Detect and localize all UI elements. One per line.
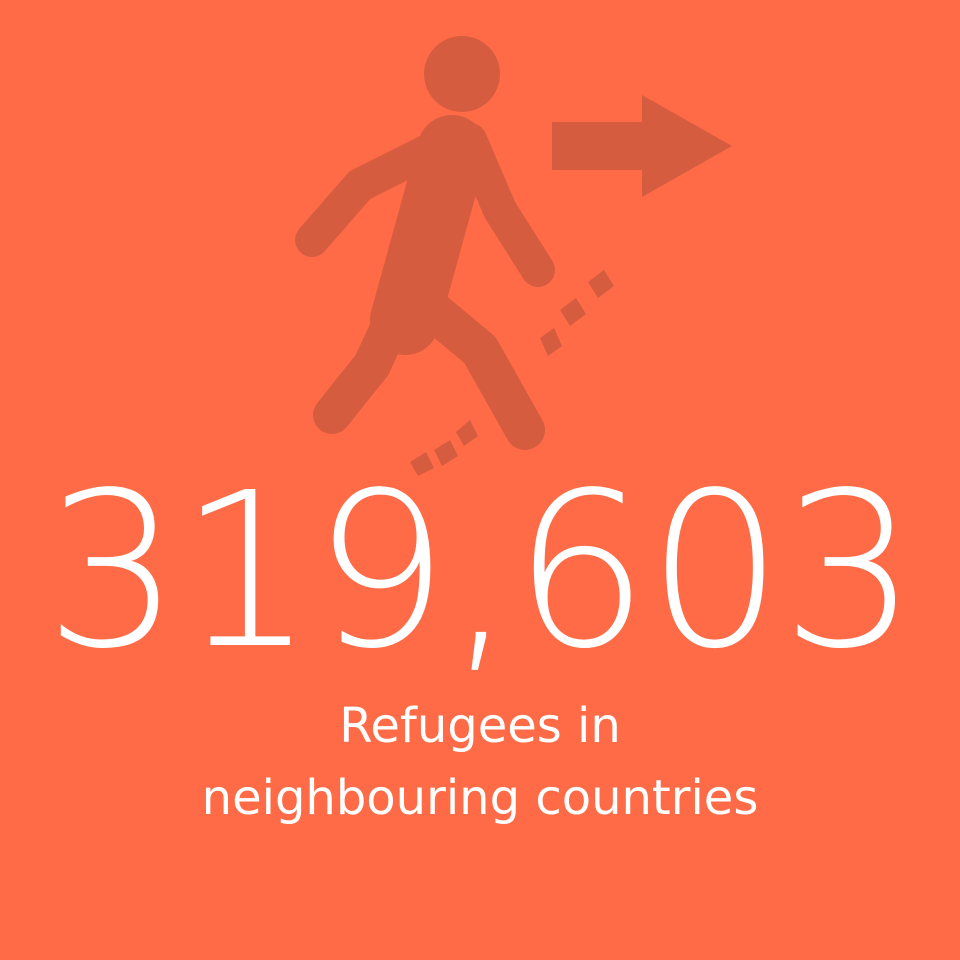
person-front-arm-icon <box>453 123 555 287</box>
person-back-arm-icon <box>295 133 447 257</box>
person-head-icon <box>424 36 500 112</box>
walking-person-leaving-icon <box>295 36 732 476</box>
dashed-trail-icon <box>410 270 614 476</box>
stat-caption-line-2: neighbouring countries <box>201 770 759 826</box>
person-back-leg-icon <box>313 281 421 434</box>
person-front-leg-icon <box>400 280 545 450</box>
stat-number: 319,603 <box>44 447 918 696</box>
stat-caption: Refugees in neighbouring countries <box>0 690 960 834</box>
stat-caption-line-1: Refugees in <box>339 698 621 754</box>
arrow-right-icon <box>552 95 732 197</box>
